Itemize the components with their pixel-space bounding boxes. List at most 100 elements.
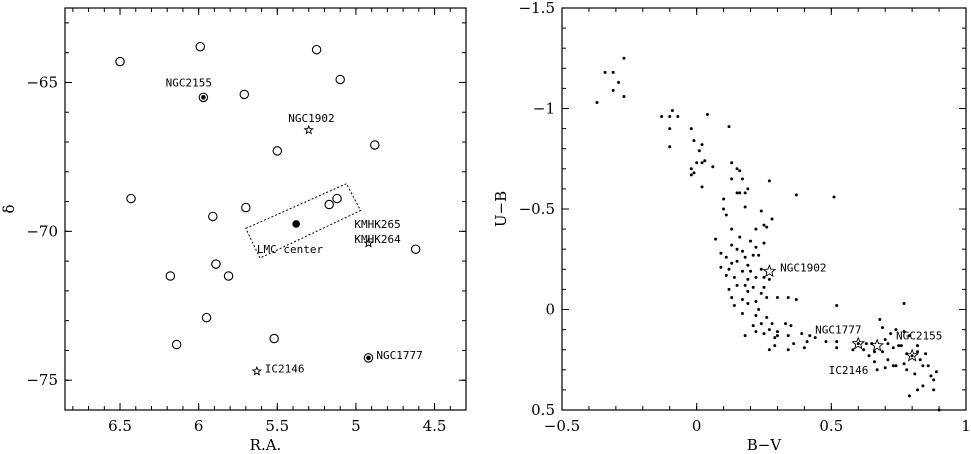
data-point	[740, 249, 744, 253]
data-point	[617, 80, 621, 84]
data-point	[740, 297, 744, 301]
cluster-circle-marker	[171, 339, 182, 350]
data-point	[738, 191, 742, 195]
data-point	[907, 334, 911, 338]
data-point	[746, 289, 750, 293]
data-point	[918, 358, 922, 362]
annotation-label: KMHK264	[354, 233, 401, 246]
data-point	[759, 322, 763, 326]
data-point	[724, 213, 728, 217]
data-point	[759, 267, 763, 271]
data-point	[835, 340, 839, 344]
y-tick-label: −65	[26, 73, 58, 91]
data-point	[751, 324, 755, 328]
annotation-label: LMC center	[257, 243, 324, 256]
data-point	[800, 332, 804, 336]
data-point	[773, 336, 777, 340]
data-point	[883, 366, 887, 370]
data-point	[670, 109, 674, 113]
data-point	[770, 217, 774, 221]
data-point	[886, 358, 890, 362]
data-point	[905, 368, 909, 372]
data-point	[767, 328, 771, 332]
data-point	[762, 332, 766, 336]
data-point	[883, 338, 887, 342]
cluster-star-marker	[251, 365, 263, 376]
y-axis-label: δ	[0, 204, 18, 213]
data-point	[732, 303, 736, 307]
data-point	[910, 354, 914, 358]
data-point	[767, 179, 771, 183]
data-point	[727, 267, 731, 271]
plot-frame	[561, 7, 967, 411]
data-point	[595, 100, 599, 104]
data-point	[889, 332, 893, 336]
cluster-star-marker	[303, 124, 314, 135]
cluster-circle-marker	[335, 74, 345, 85]
data-point	[932, 378, 936, 382]
data-point	[864, 342, 868, 346]
data-point	[934, 370, 938, 374]
data-point	[794, 193, 798, 197]
data-point	[727, 287, 731, 291]
data-point	[754, 275, 758, 279]
data-point	[735, 259, 739, 263]
cluster-circle-marker	[241, 202, 251, 213]
data-point	[660, 115, 664, 119]
data-point	[743, 191, 747, 195]
x-tick-label: 6.5	[108, 417, 132, 435]
data-point	[743, 205, 747, 209]
x-tick-label: 4.5	[423, 417, 447, 435]
data-point	[751, 285, 755, 289]
x-tick-label: 0.5	[819, 417, 843, 435]
data-point	[899, 344, 903, 348]
data-point	[784, 322, 788, 326]
data-point	[611, 70, 615, 74]
data-point	[832, 195, 836, 199]
data-point	[894, 328, 898, 332]
data-point	[692, 139, 696, 143]
data-point	[743, 334, 747, 338]
cluster-circled-marker-core	[201, 95, 206, 100]
data-point	[724, 255, 728, 259]
data-point	[765, 316, 769, 320]
data-point	[770, 322, 774, 326]
cluster-circled-marker-core	[366, 355, 371, 361]
data-point	[881, 350, 885, 354]
cluster-circle-marker	[311, 44, 322, 55]
annotation-label: NGC1777	[815, 324, 861, 337]
data-point	[732, 275, 736, 279]
data-point	[759, 291, 763, 295]
data-point	[746, 301, 750, 305]
data-point	[878, 318, 882, 322]
data-point	[754, 330, 758, 334]
data-point	[622, 94, 626, 98]
annotation-label: NGC2155	[166, 76, 212, 89]
data-point	[676, 115, 680, 119]
data-point	[775, 330, 779, 334]
color-color-chart: −0.5 0 0.5 1 −1.5 −1 −0.5 0 0.5 B−V U−B NGC1902 NGC1…	[492, 0, 971, 454]
data-point	[743, 255, 747, 259]
data-point	[921, 364, 925, 368]
data-point	[805, 340, 809, 344]
data-point	[746, 187, 750, 191]
data-point	[754, 245, 758, 249]
annotation-label: IC2146	[265, 362, 305, 375]
data-point	[719, 265, 723, 269]
y-tick-label: −0.5	[519, 200, 555, 218]
data-point	[735, 191, 739, 195]
cluster-circle-marker	[201, 312, 212, 323]
data-point	[881, 326, 885, 330]
y-tick-label: −70	[26, 222, 58, 240]
data-point	[762, 223, 766, 227]
data-point	[689, 127, 693, 131]
cluster-circle-marker	[211, 259, 221, 269]
data-point	[773, 344, 777, 348]
y-axis-label: U−B	[492, 191, 510, 227]
cluster-circle-marker	[272, 146, 283, 156]
data-point	[913, 372, 917, 376]
data-point	[767, 348, 771, 352]
data-point	[835, 303, 839, 307]
y-tick-label: −1.5	[519, 0, 555, 17]
